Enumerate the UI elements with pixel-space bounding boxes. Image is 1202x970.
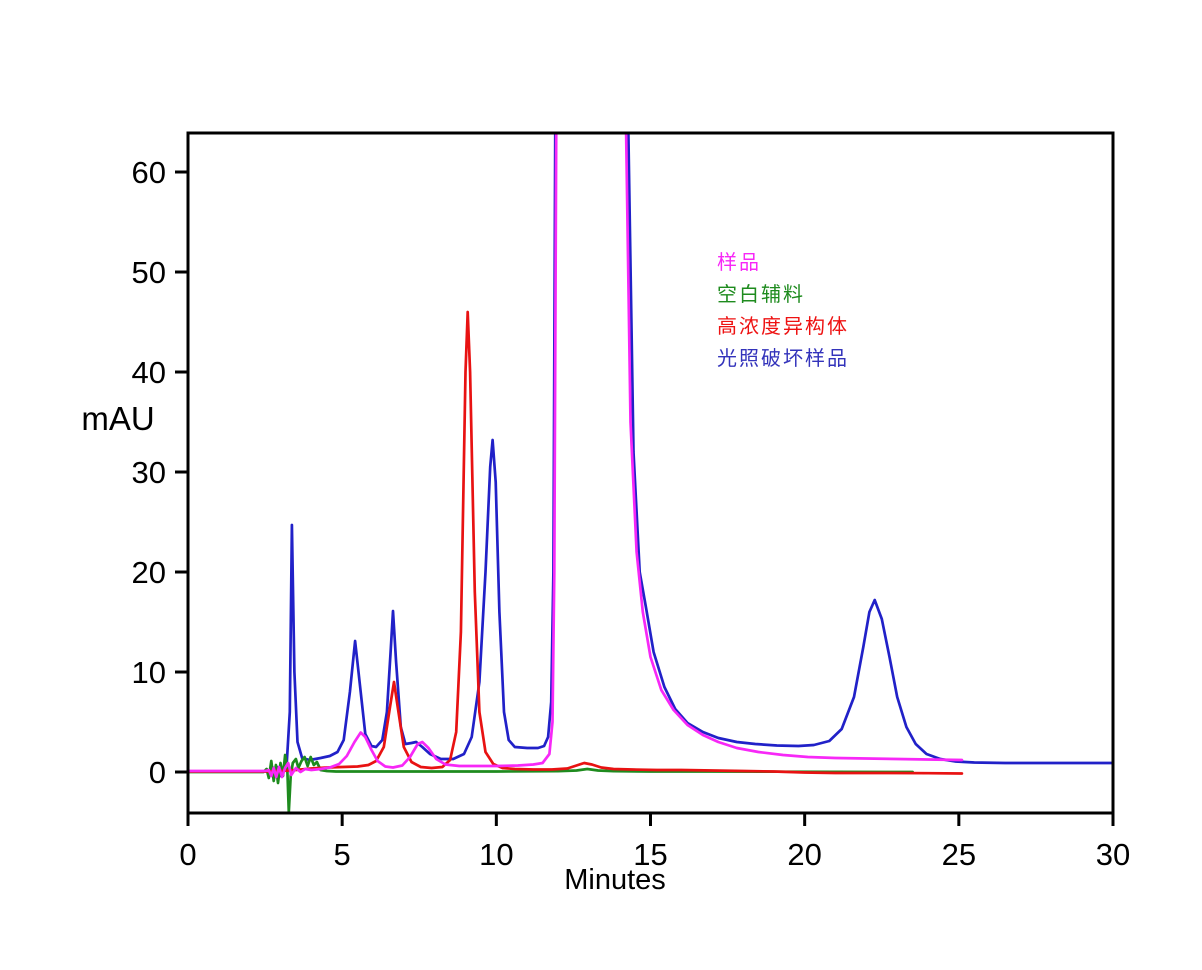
trace-样品 bbox=[189, 134, 964, 779]
y-tick-label: 0 bbox=[149, 755, 166, 790]
x-tick-label: 5 bbox=[334, 837, 351, 872]
trace-空白辅料 bbox=[189, 753, 914, 812]
y-axis-title: mAU bbox=[81, 400, 154, 437]
legend-item: 高浓度异构体 bbox=[717, 316, 849, 338]
x-tick-label: 0 bbox=[179, 837, 196, 872]
plot-frame bbox=[186, 131, 1115, 815]
legend-item: 空白辅料 bbox=[717, 284, 805, 306]
y-tick-label: 40 bbox=[132, 355, 166, 390]
y-tick-label: 60 bbox=[132, 155, 166, 190]
y-tick-label: 30 bbox=[132, 455, 166, 490]
x-tick-label: 30 bbox=[1096, 837, 1130, 872]
legend: 样品空白辅料高浓度异构体 光照破坏样品 bbox=[717, 253, 849, 381]
trace-group bbox=[189, 134, 1112, 812]
trace-高浓度异构体 bbox=[189, 310, 964, 775]
y-tick-label: 50 bbox=[132, 255, 166, 290]
y-tick-label: 10 bbox=[132, 655, 166, 690]
x-tick-label: 20 bbox=[787, 837, 821, 872]
legend-item: 样品 bbox=[717, 252, 761, 274]
x-axis-title: Minutes bbox=[564, 864, 666, 896]
axis-ticks: 0 10 20 30 40 50 60 0 5 10 15 20 25 30 bbox=[132, 155, 1131, 872]
x-tick-label: 25 bbox=[942, 837, 976, 872]
y-tick-label: 20 bbox=[132, 555, 166, 590]
trace-光照破坏样品 bbox=[189, 134, 1112, 778]
legend-item: 光照破坏样品 bbox=[717, 348, 849, 370]
x-tick-label: 15 bbox=[633, 837, 667, 872]
x-tick-label: 10 bbox=[479, 837, 513, 872]
